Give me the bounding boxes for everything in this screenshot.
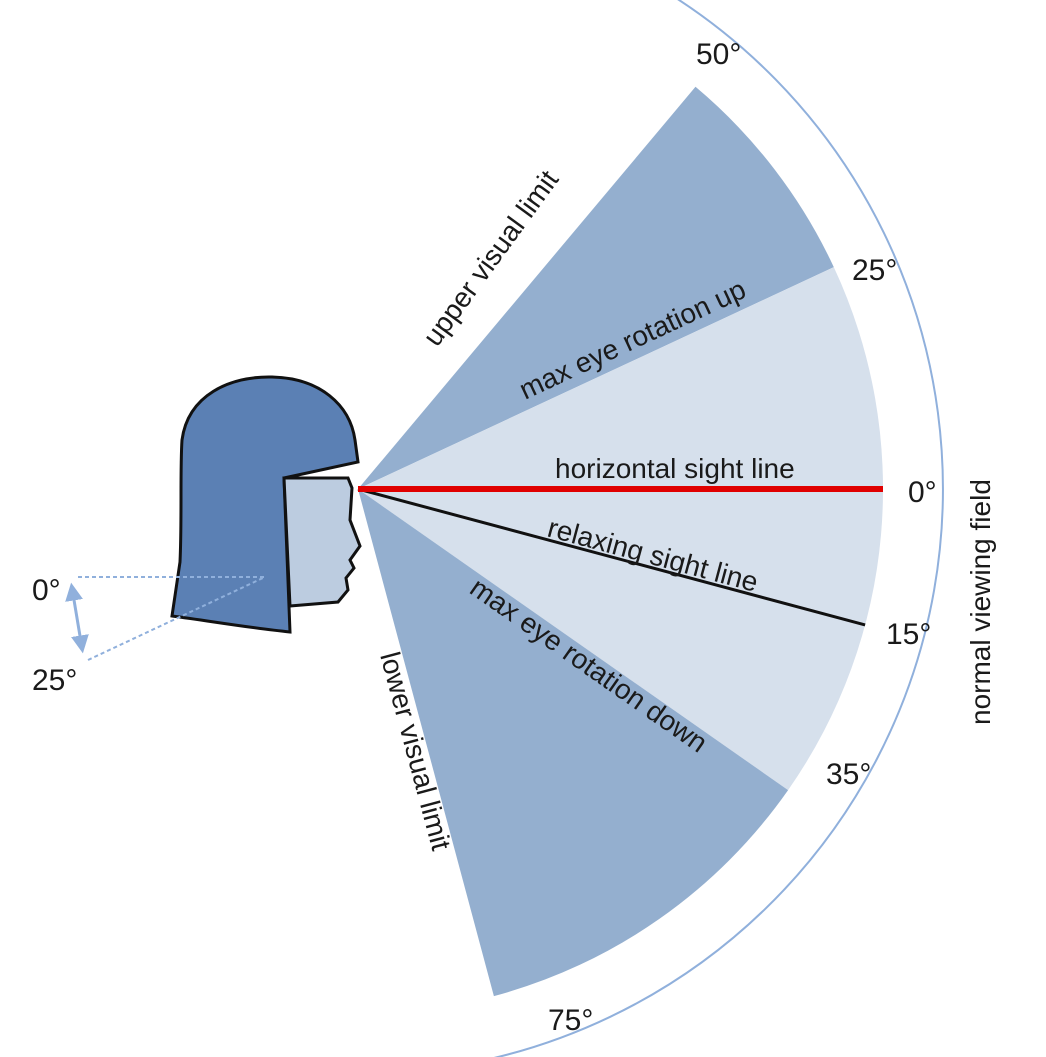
- horizontal-sight-line-label: horizontal sight line: [555, 453, 795, 484]
- hair-shape: [170, 375, 360, 634]
- head-tilt-25-label: 25°: [32, 664, 77, 697]
- vertical-double-arrow-icon: [65, 582, 89, 654]
- degree-label-25: 25°: [852, 254, 897, 287]
- degree-label-35: 35°: [826, 758, 871, 791]
- degree-label-75: 75°: [548, 1004, 593, 1037]
- head-silhouette-icon: [170, 375, 362, 634]
- normal-viewing-field-label: normal viewing field: [965, 479, 996, 725]
- degree-label-15: 15°: [886, 618, 931, 651]
- double-arrow-arc-icon: [435, 0, 944, 1057]
- degree-label-0: 0°: [908, 476, 937, 509]
- degree-label-50: 50°: [696, 38, 741, 71]
- head-tilt-0-label: 0°: [32, 574, 61, 607]
- face-shape: [282, 476, 362, 608]
- tilt-ref-line-25: [87, 576, 266, 661]
- head-tilt-indicator: 0° 25°: [32, 574, 266, 697]
